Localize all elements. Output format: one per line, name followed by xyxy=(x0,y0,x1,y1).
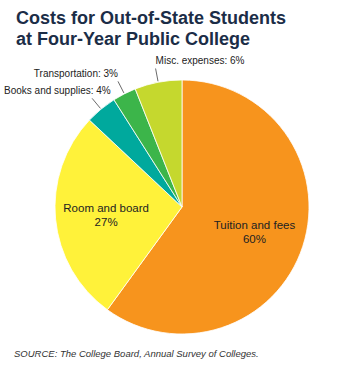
leader-line xyxy=(118,81,124,93)
value-label: 3% xyxy=(104,68,119,79)
slices xyxy=(55,80,309,334)
background xyxy=(0,0,350,368)
slice-label: Books and supplies: 4% xyxy=(4,85,111,96)
category-label: Tuition and fees xyxy=(214,219,296,231)
leader-line xyxy=(92,98,100,108)
value-label: 60% xyxy=(243,233,266,245)
category-label: Room and board xyxy=(63,202,149,214)
slice-label: Misc. expenses: 6% xyxy=(156,55,245,66)
leader-line xyxy=(156,68,158,81)
slice-label: Room and board 27% xyxy=(63,202,149,228)
slice-label: Tuition and fees 60% xyxy=(214,219,296,245)
labels: Tuition and fees 60% Room and board 27% Book… xyxy=(4,55,295,244)
chart: Costs for Out-of-State Studentsat Four-Y… xyxy=(0,0,350,368)
category-label: Misc. expenses xyxy=(156,55,225,66)
slice xyxy=(135,80,182,207)
title-line: at Four-Year Public College xyxy=(16,29,250,49)
title-line: Costs for Out-of-State Students xyxy=(16,8,286,28)
value-label: 4% xyxy=(96,85,111,96)
category-label: Transportation xyxy=(34,68,98,79)
title: Costs for Out-of-State Studentsat Four-Y… xyxy=(16,8,286,49)
source: SOURCE: The College Board, Annual Survey… xyxy=(14,348,259,359)
category-label: Books and supplies xyxy=(4,85,91,96)
slice-label: Transportation: 3% xyxy=(34,68,118,79)
value-label: 6% xyxy=(230,55,245,66)
value-label: 27% xyxy=(95,216,118,228)
